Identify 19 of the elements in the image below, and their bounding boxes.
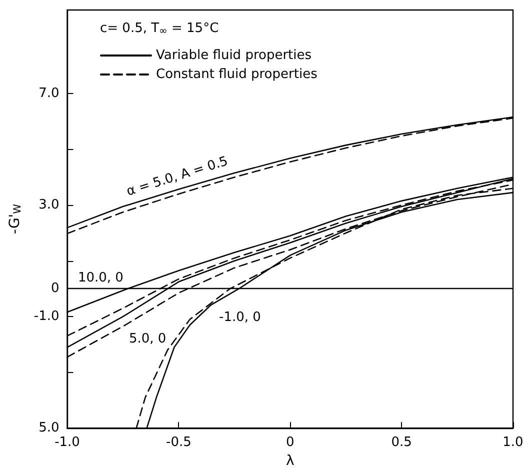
annotation: -1.0, 0 [219, 310, 261, 325]
y-axis-title: -G'W [7, 204, 24, 234]
annotation: c= 0.5, T∞ = 15°C [100, 21, 219, 37]
legend-label: Constant fluid properties [156, 67, 318, 82]
y-tick-label: 7.0 [38, 86, 60, 102]
y-tick-label: -1.0 [34, 309, 60, 324]
y-tick-label: 3.0 [38, 198, 60, 213]
y-tick-label: 5.0 [38, 420, 60, 436]
x-tick-label: 1.0 [502, 435, 524, 450]
annotation: 5.0, 0 [128, 331, 166, 346]
legend-label: Variable fluid properties [156, 48, 312, 63]
x-tick-label: 0.5 [391, 435, 412, 450]
annotation: 10.0, 0 [78, 270, 124, 286]
annotation: α = 5.0, A = 0.5 [124, 154, 230, 200]
x-tick-label: 0 [286, 435, 294, 450]
x-tick-label: -1.0 [54, 435, 80, 450]
y-tick-label: 0 [50, 281, 60, 296]
x-axis-title: λ [286, 453, 294, 469]
x-tick-label: -0.5 [166, 435, 192, 450]
